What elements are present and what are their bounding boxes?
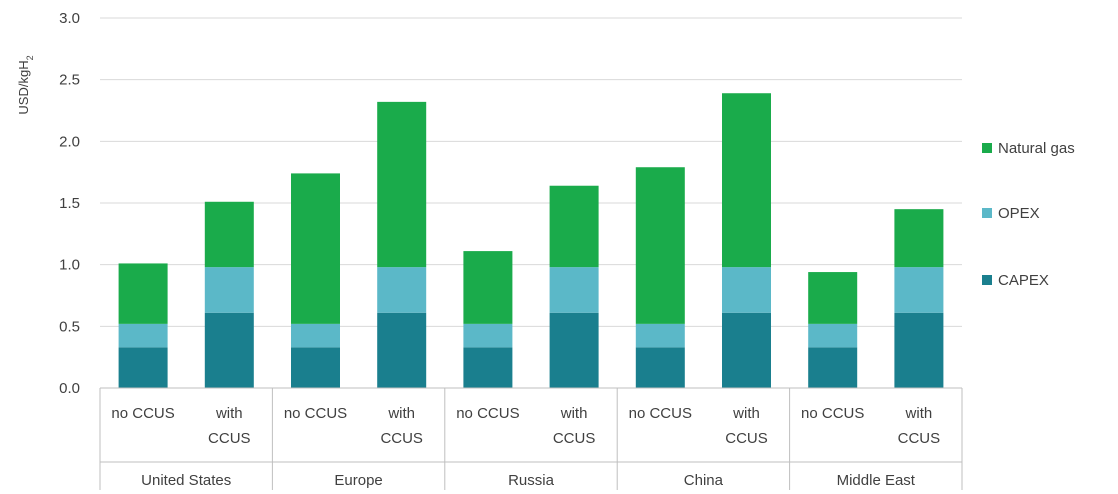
bar-segment-capex xyxy=(635,347,685,388)
x-category-label: CCUS xyxy=(725,430,768,447)
legend-label: OPEX xyxy=(998,205,1040,222)
x-category-label: with xyxy=(215,405,243,422)
x-axis: no CCUS with CCUS no CCUS with CCUS no CCUS wit… xyxy=(99,387,963,490)
x-category-label: CCUS xyxy=(208,430,251,447)
y-tick-label: 1.0 xyxy=(59,257,80,274)
y-tick-label: 0.5 xyxy=(59,318,80,335)
x-category-label: with xyxy=(387,405,415,422)
bar-segment-capex xyxy=(118,347,168,388)
y-tick-label: 0.0 xyxy=(59,380,80,397)
bar-segment-natural-gas xyxy=(549,185,599,268)
y-axis-title: USD/kgH2 xyxy=(16,55,35,114)
bar-segment-capex xyxy=(894,312,944,388)
x-category-label: no CCUS xyxy=(111,405,174,422)
x-category-label: no CCUS xyxy=(801,405,864,422)
bar-segment-natural-gas xyxy=(722,93,771,268)
y-tick-label: 2.0 xyxy=(59,133,80,150)
x-category-label: no CCUS xyxy=(456,405,519,422)
bar-segment-opex xyxy=(635,323,685,348)
bar-segment-opex xyxy=(377,267,427,313)
x-category-label: with xyxy=(905,405,933,422)
legend: Natural gas OPEX CAPEX xyxy=(982,140,1075,289)
bar-segment-capex xyxy=(808,347,858,388)
bar-segment-opex xyxy=(722,267,771,313)
bar-segment-capex xyxy=(291,347,340,388)
x-group-label: China xyxy=(684,472,724,489)
x-category-label: CCUS xyxy=(898,430,941,447)
x-category-label: CCUS xyxy=(553,430,596,447)
y-tick-label: 2.5 xyxy=(59,72,80,89)
bar-segment-capex xyxy=(722,312,771,388)
y-tick-label: 1.5 xyxy=(59,195,80,212)
x-group-label: Middle East xyxy=(837,472,916,489)
bar-segment-opex xyxy=(549,267,599,313)
x-group-label: Russia xyxy=(508,472,555,489)
bars xyxy=(118,93,944,388)
bar-segment-opex xyxy=(291,323,340,348)
x-category-label: with xyxy=(732,405,760,422)
bar-segment-natural-gas xyxy=(635,167,685,324)
x-group-label: United States xyxy=(141,472,231,489)
legend-swatch xyxy=(982,143,992,153)
y-tick-label: 3.0 xyxy=(59,10,80,27)
legend-swatch xyxy=(982,275,992,285)
bar-segment-opex xyxy=(463,323,513,348)
bar-segment-opex xyxy=(808,323,858,348)
bar-segment-natural-gas xyxy=(377,101,427,268)
x-group-label: Europe xyxy=(334,472,382,489)
x-category-label: no CCUS xyxy=(284,405,347,422)
bar-segment-capex xyxy=(463,347,513,388)
bar-segment-capex xyxy=(377,312,427,388)
bar-segment-natural-gas xyxy=(291,173,340,324)
bar-segment-natural-gas xyxy=(118,263,168,324)
bar-segment-capex xyxy=(549,312,599,388)
x-category-label: with xyxy=(560,405,588,422)
x-category-label: no CCUS xyxy=(629,405,692,422)
bar-segment-natural-gas xyxy=(204,201,254,268)
bar-segment-natural-gas xyxy=(808,272,858,324)
bar-segment-capex xyxy=(204,312,254,388)
bar-segment-natural-gas xyxy=(463,251,513,324)
legend-label: Natural gas xyxy=(998,140,1075,157)
bar-segment-opex xyxy=(894,267,944,313)
legend-swatch xyxy=(982,208,992,218)
bar-segment-opex xyxy=(204,267,254,313)
legend-label: CAPEX xyxy=(998,272,1049,289)
bar-segment-opex xyxy=(118,323,168,348)
x-category-label: CCUS xyxy=(380,430,423,447)
y-axis-ticks: 0.0 0.5 1.0 1.5 2.0 2.5 3.0 xyxy=(59,10,80,397)
bar-segment-natural-gas xyxy=(894,209,944,268)
